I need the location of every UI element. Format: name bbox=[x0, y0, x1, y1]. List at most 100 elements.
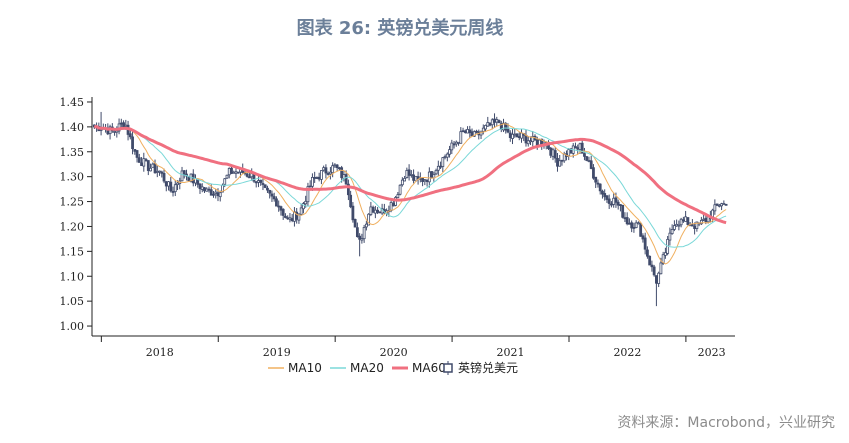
candle-body bbox=[715, 203, 719, 206]
x-tick-label: 2021 bbox=[497, 346, 525, 359]
candle-body bbox=[234, 171, 238, 174]
candle-body bbox=[623, 217, 627, 220]
candle-body bbox=[661, 254, 665, 264]
candle-body bbox=[529, 140, 532, 143]
candle-body bbox=[391, 203, 395, 207]
candle-body bbox=[704, 217, 708, 223]
candle-body bbox=[648, 255, 652, 266]
candle-body bbox=[441, 157, 445, 167]
candle-body bbox=[625, 217, 629, 225]
candle-body bbox=[484, 124, 487, 130]
candle-body bbox=[605, 195, 609, 200]
candle-body bbox=[686, 217, 690, 225]
candle-body bbox=[468, 129, 472, 134]
candle-body bbox=[515, 133, 519, 138]
y-tick-label: 1.20 bbox=[60, 220, 85, 233]
candle-body bbox=[232, 171, 236, 174]
candle-body bbox=[672, 225, 676, 230]
candle-body bbox=[448, 149, 451, 155]
candle-body bbox=[403, 178, 406, 182]
candle-body bbox=[122, 122, 125, 128]
candle-body bbox=[131, 136, 134, 150]
candle-body bbox=[315, 177, 319, 179]
candle-body bbox=[137, 157, 141, 163]
x-tick-label: 2020 bbox=[380, 346, 408, 359]
candle-body bbox=[614, 197, 618, 203]
candle-body bbox=[320, 170, 323, 180]
candle-body bbox=[637, 222, 640, 225]
candle-body bbox=[155, 171, 159, 173]
x-tick-label: 2022 bbox=[613, 346, 641, 359]
candle-body bbox=[313, 176, 317, 179]
candle-body bbox=[144, 159, 148, 161]
candle-body bbox=[567, 149, 571, 157]
candle-body bbox=[695, 221, 699, 229]
candle-body bbox=[326, 173, 330, 175]
candle-body bbox=[167, 181, 170, 187]
candle-body bbox=[216, 192, 220, 197]
candle-body bbox=[427, 171, 431, 183]
candle-body bbox=[463, 130, 467, 133]
candle-body bbox=[160, 171, 164, 174]
candle-body bbox=[578, 143, 582, 150]
candle-body bbox=[389, 202, 393, 211]
candle-body bbox=[275, 198, 278, 207]
candle-body bbox=[349, 194, 353, 208]
candle-body bbox=[513, 133, 517, 136]
candle-body bbox=[290, 218, 294, 221]
candle-body bbox=[149, 167, 152, 172]
candle-body bbox=[603, 193, 607, 198]
candle-body bbox=[679, 218, 683, 226]
candle-body bbox=[556, 158, 559, 167]
candle-body bbox=[200, 186, 204, 190]
candle-body bbox=[511, 133, 514, 139]
candle-body bbox=[497, 120, 501, 124]
candle-body bbox=[621, 205, 625, 218]
candle-body bbox=[587, 160, 591, 162]
candle-body bbox=[306, 186, 310, 203]
candle-body bbox=[398, 184, 402, 195]
candle-body bbox=[113, 131, 116, 133]
candle-body bbox=[297, 213, 301, 221]
candle-body bbox=[630, 222, 634, 229]
candle-body bbox=[646, 249, 649, 257]
candle-body bbox=[506, 128, 510, 133]
candle-body bbox=[632, 227, 636, 229]
candle-body bbox=[517, 136, 521, 138]
candle-body bbox=[146, 160, 150, 171]
candle-body bbox=[324, 167, 328, 174]
candle-body bbox=[378, 211, 382, 214]
candle-body bbox=[508, 132, 512, 138]
candle-body bbox=[659, 262, 663, 275]
candle-body bbox=[207, 188, 211, 191]
candle-body bbox=[299, 207, 303, 215]
candle-body bbox=[720, 203, 724, 207]
candle-body bbox=[272, 196, 276, 200]
candle-body bbox=[580, 142, 584, 154]
candle-body bbox=[250, 173, 254, 178]
candle-body bbox=[616, 201, 620, 206]
candle-body bbox=[668, 232, 672, 241]
candle-body bbox=[619, 204, 622, 206]
candle-body bbox=[346, 183, 350, 196]
candle-body bbox=[236, 171, 240, 174]
candle-body bbox=[610, 203, 613, 206]
candle-body bbox=[558, 160, 562, 167]
candle-body bbox=[270, 193, 274, 197]
candle-body bbox=[400, 179, 404, 186]
candle-body bbox=[699, 219, 703, 225]
candle-body bbox=[351, 205, 355, 221]
candle-body bbox=[142, 158, 146, 167]
y-tick-label: 1.00 bbox=[60, 320, 85, 333]
candle-body bbox=[367, 213, 371, 226]
candle-body bbox=[612, 197, 616, 205]
candle-body bbox=[151, 163, 155, 168]
candle-body bbox=[407, 169, 411, 176]
candle-body bbox=[355, 227, 359, 238]
candle-body bbox=[592, 167, 595, 179]
candle-body bbox=[360, 238, 364, 241]
candle-body bbox=[450, 142, 454, 151]
candle-body bbox=[227, 167, 231, 176]
candle-body bbox=[551, 149, 555, 157]
candle-body bbox=[724, 203, 728, 206]
